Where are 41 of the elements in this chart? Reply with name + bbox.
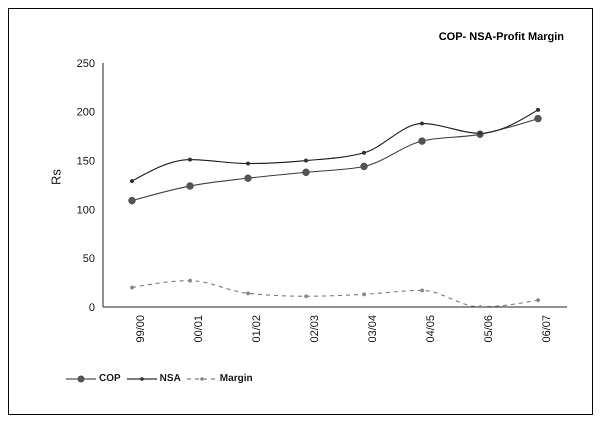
y-tick-label: 50	[82, 253, 95, 266]
point	[360, 162, 368, 170]
point	[244, 174, 252, 182]
x-tick-label: 05/06	[482, 315, 495, 343]
x-tick-label: 00/01	[192, 315, 205, 343]
point	[362, 150, 366, 155]
x-tick-label: 06/07	[540, 315, 553, 343]
x-tick-label: 99/00	[134, 315, 147, 343]
x-tick-label: 02/03	[308, 315, 321, 343]
point	[418, 137, 426, 145]
y-tick-label: 0	[88, 302, 95, 314]
x-tick-label: 03/04	[366, 315, 379, 343]
y-axis-title: Rs	[48, 168, 64, 185]
y-tick-label: 200	[76, 106, 95, 119]
chart-title: COP- NSA-Profit Margin	[438, 31, 564, 43]
legend-label: NSA	[160, 373, 181, 384]
point	[478, 131, 482, 136]
point	[362, 292, 366, 296]
y-tick-label: 250	[76, 58, 95, 70]
point	[420, 288, 424, 292]
point	[534, 114, 542, 122]
point	[536, 298, 540, 302]
y-tick-label: 150	[76, 156, 95, 168]
point	[304, 294, 308, 298]
legend-label: Margin	[220, 373, 253, 384]
y-tick-label: 100	[76, 204, 95, 216]
point	[302, 168, 310, 176]
legend-label: COP	[99, 373, 121, 384]
point	[188, 278, 192, 283]
x-tick-label: 01/02	[250, 315, 263, 343]
point	[128, 196, 136, 204]
point	[130, 285, 134, 290]
x-tick-label: 04/05	[424, 315, 437, 343]
point	[246, 161, 250, 166]
point	[130, 179, 134, 184]
point	[186, 182, 194, 190]
point	[188, 158, 192, 162]
point	[246, 291, 250, 296]
point	[536, 108, 540, 112]
point	[420, 121, 424, 126]
point	[304, 158, 308, 163]
